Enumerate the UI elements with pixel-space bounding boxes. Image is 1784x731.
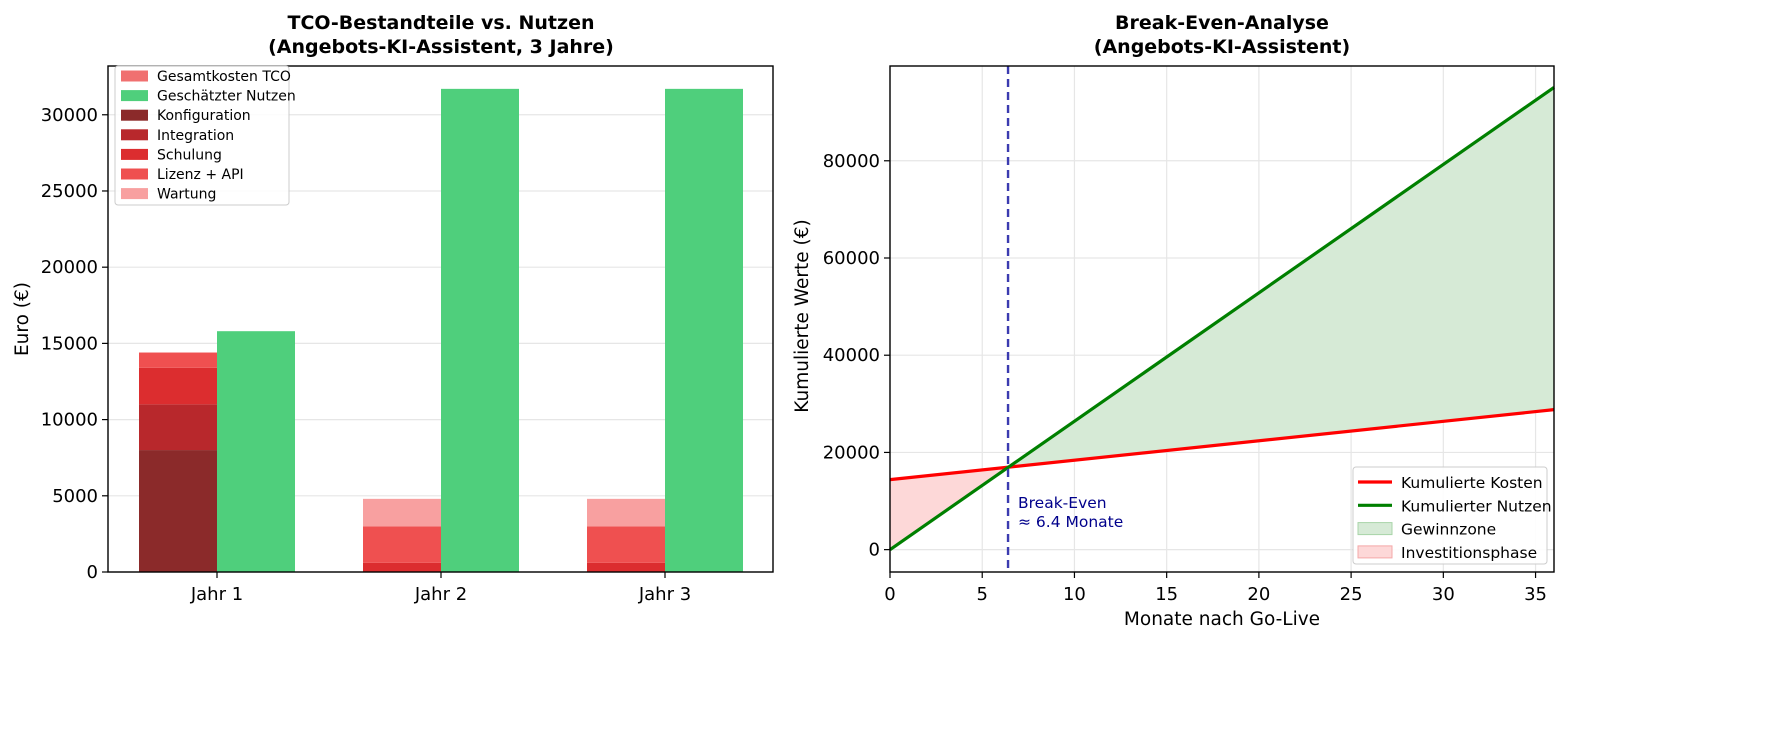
left-legend-label: Geschätzter Nutzen xyxy=(157,89,296,105)
left-legend-swatch xyxy=(121,70,148,82)
right-x-tick-label: 35 xyxy=(1524,584,1547,605)
right-y-axis-label: Kumulierte Werte (€) xyxy=(792,219,813,412)
right-y-tick-label: 60000 xyxy=(823,248,880,269)
left-legend-swatch xyxy=(121,109,148,121)
bar-geschaetzter-nutzen xyxy=(665,88,743,572)
bar-schulung xyxy=(363,562,441,572)
right-y-ticks: 0 20000 40000 60000 80000 xyxy=(823,151,890,561)
series-line-kumulierte-kosten xyxy=(889,408,1555,482)
break-even-annotation-line2: ≈ 6.4 Monate xyxy=(1018,513,1123,531)
left-y-ticks: 0 5000 10000 15000 20000 25000 30000 xyxy=(41,105,108,583)
right-y-tick-label: 80000 xyxy=(823,151,880,172)
left-legend-swatch xyxy=(121,148,148,160)
left-y-tick-label: 5000 xyxy=(52,486,98,507)
left-chart-title-line1: TCO-Bestandteile vs. Nutzen xyxy=(287,12,594,34)
right-x-tick-label: 25 xyxy=(1340,584,1363,605)
bar-wartung xyxy=(363,498,441,527)
right-x-tick-label: 30 xyxy=(1432,584,1455,605)
left-x-tick-label: Jahr 1 xyxy=(190,584,243,605)
bar-lizenz-api xyxy=(363,526,441,563)
right-legend-label: Investitionsphase xyxy=(1401,544,1537,562)
right-chart-title-line1: Break-Even-Analyse xyxy=(1115,12,1329,34)
left-legend: Gesamtkosten TCO Geschätzter Nutzen Konfig… xyxy=(114,65,296,206)
left-legend-swatch xyxy=(121,129,148,141)
right-chart-title-line2: (Angebots-KI-Assistent) xyxy=(1094,36,1350,58)
bar-schulung xyxy=(587,562,665,572)
left-legend-label: Integration xyxy=(157,128,234,144)
left-legend-swatch xyxy=(121,168,148,180)
right-x-tick-label: 20 xyxy=(1247,584,1270,605)
right-axes-frame xyxy=(889,65,1555,573)
left-legend-box xyxy=(114,65,290,206)
left-legend-swatch xyxy=(121,90,148,102)
left-x-tick-label: Jahr 2 xyxy=(414,584,467,605)
left-x-tick-label: Jahr 3 xyxy=(638,584,691,605)
left-legend-label: Gesamtkosten TCO xyxy=(157,69,291,85)
bar-lizenz-api xyxy=(139,352,217,368)
right-y-tick-label: 20000 xyxy=(823,442,880,463)
left-y-tick-label: 10000 xyxy=(41,410,98,431)
break-even-chart: Break-Even-Analyse (Angebots-KI-Assisten… xyxy=(792,12,1555,630)
right-legend-label: Kumulierte Kosten xyxy=(1401,474,1543,492)
left-y-tick-label: 30000 xyxy=(41,105,98,126)
left-legend-label: Wartung xyxy=(157,187,216,203)
bar-schulung xyxy=(139,367,217,405)
bar-geschaetzter-nutzen xyxy=(217,331,295,572)
right-x-tick-label: 10 xyxy=(1063,584,1086,605)
left-y-tick-label: 20000 xyxy=(41,257,98,278)
right-x-axis-label: Monate nach Go-Live xyxy=(1124,609,1320,630)
left-legend-swatch xyxy=(121,188,148,200)
bar-wartung xyxy=(587,498,665,527)
bar-lizenz-api xyxy=(587,526,665,563)
right-legend-patch-swatch xyxy=(1357,522,1393,536)
left-x-ticks: Jahr 1 Jahr 2 Jahr 3 xyxy=(190,572,691,605)
right-legend-label: Gewinnzone xyxy=(1401,521,1496,539)
left-chart-title-line2: (Angebots-KI-Assistent, 3 Jahre) xyxy=(268,36,614,58)
left-legend-label: Schulung xyxy=(157,147,222,163)
right-y-tick-label: 0 xyxy=(869,540,880,561)
left-y-tick-label: 0 xyxy=(87,562,98,583)
bar-konfiguration xyxy=(139,450,217,572)
series-line-kumulierter-nutzen xyxy=(889,86,1555,551)
left-bars xyxy=(139,88,743,572)
bar-integration xyxy=(139,404,217,451)
right-legend-label: Kumulierter Nutzen xyxy=(1401,497,1552,515)
bar-geschaetzter-nutzen xyxy=(441,88,519,572)
right-legend-box xyxy=(1352,466,1548,565)
right-x-ticks: 0 5 10 15 20 25 30 35 xyxy=(884,572,1547,605)
right-y-tick-label: 40000 xyxy=(823,345,880,366)
right-series-lines xyxy=(889,66,1555,572)
left-legend-label: Lizenz + API xyxy=(157,167,244,183)
left-y-tick-label: 25000 xyxy=(41,181,98,202)
right-legend-patch-swatch xyxy=(1357,545,1393,559)
left-y-tick-label: 15000 xyxy=(41,333,98,354)
tco-bar-chart: TCO-Bestandteile vs. Nutzen (Angebots-KI… xyxy=(12,12,774,605)
right-x-tick-label: 5 xyxy=(976,584,987,605)
right-x-tick-label: 15 xyxy=(1155,584,1178,605)
left-y-axis-label: Euro (€) xyxy=(12,282,33,356)
break-even-annotation-line1: Break-Even xyxy=(1018,494,1107,512)
right-legend: Kumulierte Kosten Kumulierter Nutzen Gewin… xyxy=(1352,466,1552,565)
right-x-tick-label: 0 xyxy=(884,584,895,605)
left-legend-label: Konfiguration xyxy=(157,108,251,124)
